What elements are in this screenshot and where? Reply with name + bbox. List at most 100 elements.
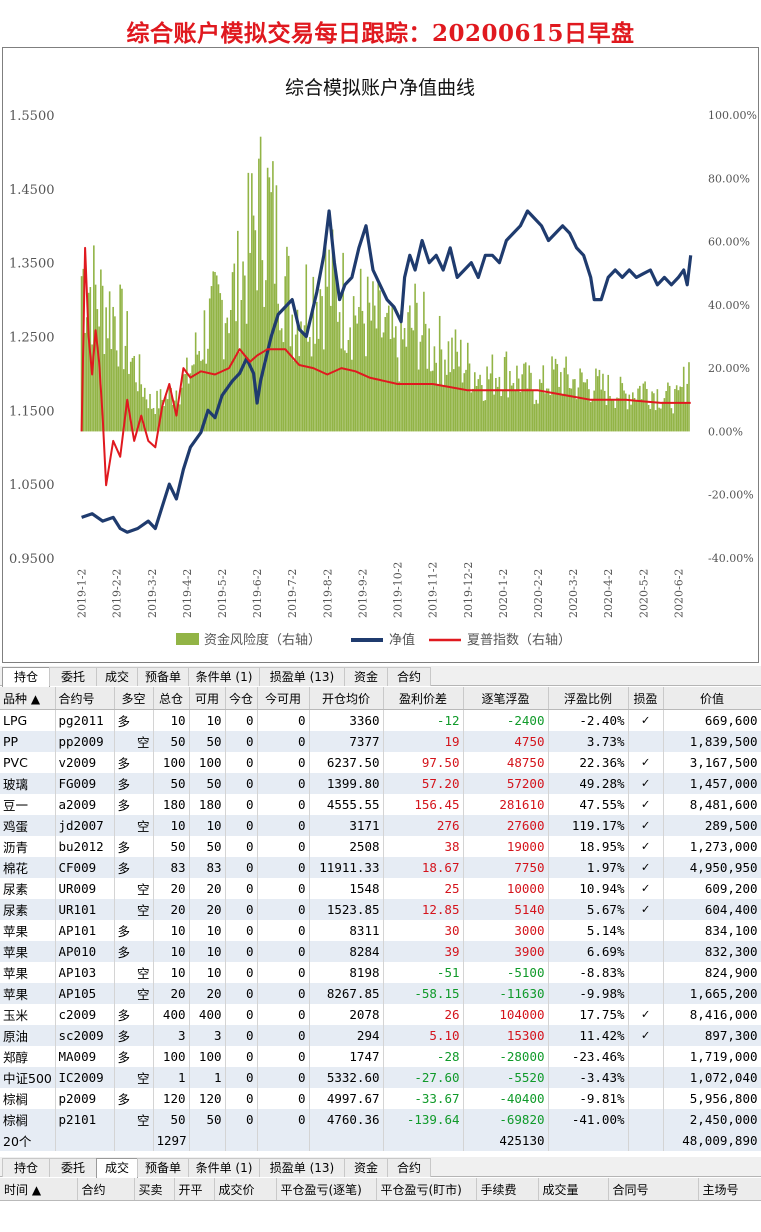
cell-pnl: -11630 <box>463 983 549 1004</box>
cell-spread: 38 <box>383 836 464 857</box>
risk-bar <box>317 338 320 432</box>
cell-ratio: 1.97% <box>548 857 629 878</box>
right-tick-label: 80.00% <box>708 172 750 185</box>
positions-tab[interactable]: 合约 <box>387 667 431 686</box>
cell-spread: 156.45 <box>383 794 464 815</box>
positions-tab[interactable]: 持仓 <box>2 667 50 687</box>
trade-column-header[interactable]: 开平 <box>174 1178 215 1201</box>
column-header[interactable]: 品种 ▲ <box>0 687 56 710</box>
positions-tab[interactable]: 委托 <box>49 667 97 686</box>
risk-bar <box>493 394 495 432</box>
risk-bar <box>114 316 116 432</box>
position-row[interactable]: 苹果 AP101 多 10 10 0 0 8311 30 3000 5.14% 834,100 <box>0 920 761 941</box>
risk-bar <box>474 372 476 432</box>
column-header[interactable]: 今可用 <box>257 687 310 710</box>
trade-column-header[interactable]: 买卖 <box>134 1178 175 1201</box>
column-header[interactable]: 盈利价差 <box>383 687 464 710</box>
trade-column-header[interactable]: 成交价 <box>214 1178 277 1201</box>
trade-column-header[interactable]: 平仓盈亏(盯市) <box>376 1178 477 1201</box>
position-row[interactable]: 苹果 AP010 多 10 10 0 0 8284 39 3900 6.69% 832,300 <box>0 941 761 962</box>
risk-bar <box>201 359 204 432</box>
risk-bar <box>395 326 397 432</box>
positions-tab[interactable]: 条件单 (1) <box>188 667 260 686</box>
risk-bar <box>596 376 599 432</box>
cell-ratio: -41.00% <box>548 1109 629 1130</box>
cell-name: 苹果 <box>0 920 56 941</box>
column-header[interactable]: 逐笔浮盈 <box>463 687 549 710</box>
position-row[interactable]: 中证500 IC2009 空 1 1 0 0 5332.60 -27.60 -5520 -3.43%… <box>0 1067 761 1088</box>
cell-name: 尿素 <box>0 878 56 899</box>
position-row[interactable]: 豆一 a2009 多 180 180 0 0 4555.55 156.45 281610 47.55… <box>0 794 761 815</box>
position-row[interactable]: 玻璃 FG009 多 50 50 0 0 1399.80 57.20 57200 49.28% ✓ 1,… <box>0 773 761 794</box>
position-row[interactable]: 原油 sc2009 多 3 3 0 0 294 5.10 15300 11.42% ✓ 897,300 <box>0 1025 761 1046</box>
positions-tab[interactable]: 损盈单 (13) <box>259 667 345 686</box>
risk-bar <box>84 332 86 432</box>
trade-column-header[interactable]: 合约 <box>77 1178 135 1201</box>
risk-bar <box>191 365 193 432</box>
cell-price: 2508 <box>309 836 384 857</box>
cell-total: 10 <box>153 709 190 731</box>
total-cell <box>257 1130 310 1151</box>
cell-pnl: -28000 <box>463 1046 549 1067</box>
column-header[interactable]: 价值 <box>663 687 761 710</box>
column-header[interactable]: 总仓 <box>153 687 190 710</box>
position-row[interactable]: 尿素 UR101 空 20 20 0 0 1523.85 12.85 5140 5.67% ✓ 604,… <box>0 899 761 920</box>
position-row[interactable]: 棕榈 p2009 多 120 120 0 0 4997.67 -33.67 -40400 -9.81… <box>0 1088 761 1109</box>
risk-bar <box>610 400 613 432</box>
cell-today: 0 <box>225 983 258 1004</box>
position-row[interactable]: LPG pg2011 多 10 10 0 0 3360 -12 -2400 -2.40% ✓ 669,6… <box>0 709 761 731</box>
risk-bar <box>567 374 569 432</box>
trades-tab[interactable]: 损盈单 (13) <box>259 1158 345 1177</box>
position-row[interactable]: 沥青 bu2012 多 50 50 0 0 2508 38 19000 18.95% ✓ 1,273,0… <box>0 836 761 857</box>
trades-tab[interactable]: 委托 <box>49 1158 97 1177</box>
risk-bar <box>93 245 95 432</box>
column-header[interactable]: 今仓 <box>225 687 258 710</box>
total-cell <box>309 1130 384 1151</box>
risk-bar <box>619 376 622 432</box>
trades-tab[interactable]: 持仓 <box>2 1158 50 1177</box>
right-tick-label: -20.00% <box>708 489 754 502</box>
trade-column-header[interactable]: 手续费 <box>476 1178 539 1201</box>
risk-bar <box>675 385 678 432</box>
column-header[interactable]: 损盈 <box>628 687 664 710</box>
trades-tab[interactable]: 预备单 <box>137 1158 189 1177</box>
column-header[interactable]: 可用 <box>189 687 226 710</box>
column-header[interactable]: 浮盈比例 <box>548 687 629 710</box>
cell-ratio: -9.81% <box>548 1088 629 1109</box>
position-row[interactable]: 棉花 CF009 多 83 83 0 0 11911.33 18.67 7750 1.97% ✓ 4,9… <box>0 857 761 878</box>
cell-spread: -33.67 <box>383 1088 464 1109</box>
trade-column-header[interactable]: 平仓盈亏(逐笔) <box>276 1178 377 1201</box>
trades-tab[interactable]: 资金 <box>344 1158 388 1177</box>
position-row[interactable]: 棕榈 p2101 空 50 50 0 0 4760.36 -139.64 -69820 -41.00… <box>0 1109 761 1130</box>
risk-bar <box>481 385 483 432</box>
risk-bar <box>402 339 404 432</box>
trade-column-header[interactable]: 时间 ▲ <box>0 1178 78 1201</box>
x-tick-label: 2020-6-2 <box>672 569 685 618</box>
positions-tab[interactable]: 预备单 <box>137 667 189 686</box>
position-row[interactable]: 鸡蛋 jd2007 空 10 10 0 0 3171 276 27600 119.17% ✓ 289,5… <box>0 815 761 836</box>
trade-column-header[interactable]: 成交量 <box>538 1178 609 1201</box>
position-row[interactable]: 郑醇 MA009 多 100 100 0 0 1747 -28 -28000 -23.46% 1,71… <box>0 1046 761 1067</box>
column-header[interactable]: 合约号 <box>55 687 115 710</box>
position-row[interactable]: 尿素 UR009 空 20 20 0 0 1548 25 10000 10.94% ✓ 609,200 <box>0 878 761 899</box>
positions-tab[interactable]: 成交 <box>96 667 138 686</box>
positions-tab[interactable]: 资金 <box>344 667 388 686</box>
position-row[interactable]: PVC v2009 多 100 100 0 0 6237.50 97.50 48750 22.36%… <box>0 752 761 773</box>
risk-bar <box>510 385 513 432</box>
trades-tab[interactable]: 成交 <box>96 1158 138 1178</box>
risk-bar <box>414 283 416 432</box>
position-row[interactable]: 玉米 c2009 多 400 400 0 0 2078 26 104000 17.75% ✓ 8,416… <box>0 1004 761 1025</box>
column-header[interactable]: 开仓均价 <box>309 687 384 710</box>
cell-avail: 50 <box>189 731 226 752</box>
position-row[interactable]: 苹果 AP105 空 20 20 0 0 8267.85 -58.15 -11630 -9.98% 1… <box>0 983 761 1004</box>
trades-tab[interactable]: 条件单 (1) <box>188 1158 260 1177</box>
cell-pnl: 4750 <box>463 731 549 752</box>
position-row[interactable]: 苹果 AP103 空 10 10 0 0 8198 -51 -5100 -8.83% 824,900 <box>0 962 761 983</box>
trade-column-header[interactable]: 主场号 <box>698 1178 761 1201</box>
x-tick-label: 2019-12-2 <box>462 562 475 618</box>
column-header[interactable]: 多空 <box>114 687 154 710</box>
trade-column-header[interactable]: 合同号 <box>608 1178 699 1201</box>
risk-bar <box>575 399 578 432</box>
trades-tab[interactable]: 合约 <box>387 1158 431 1177</box>
position-row[interactable]: PP pp2009 空 50 50 0 0 7377 19 4750 3.73% 1,839,500 <box>0 731 761 752</box>
